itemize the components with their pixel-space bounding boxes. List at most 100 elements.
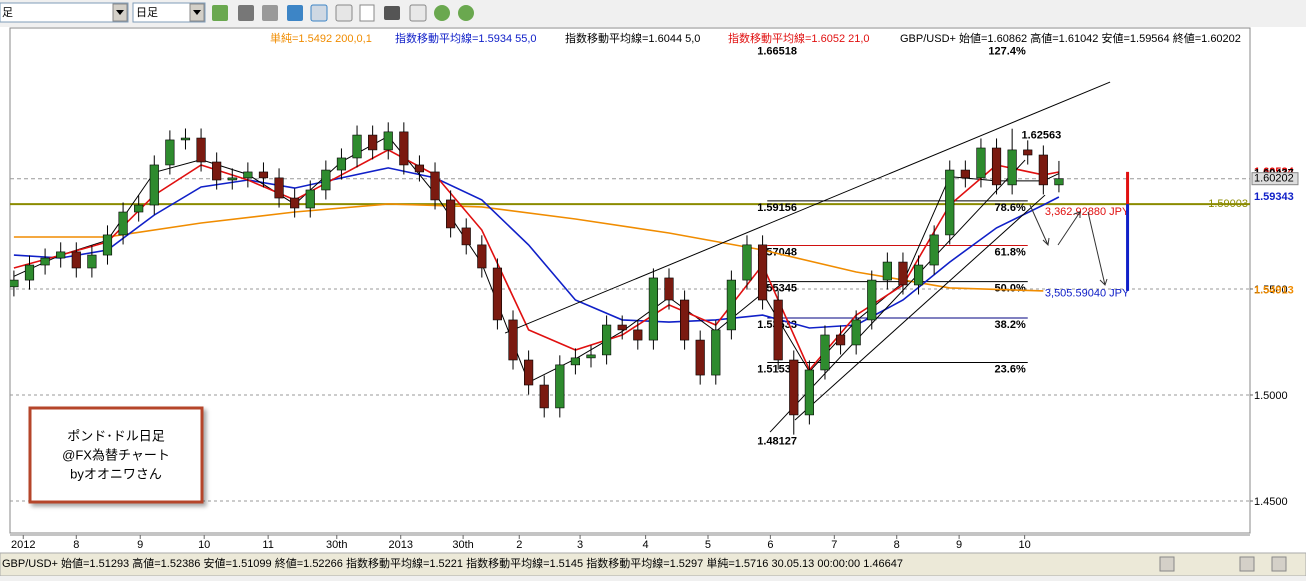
arrows bbox=[1029, 204, 1108, 286]
arrow bbox=[1029, 204, 1050, 247]
x-tick-label: 3 bbox=[577, 539, 583, 551]
overlay: 1.4500 1.5000 1.5500 2012 8 9 10 11 30th 2013 30th… bbox=[11, 31, 1299, 551]
candle-body bbox=[695, 339, 705, 376]
legend-text: 指数移動平均線=1.6044 5,0 bbox=[565, 31, 700, 45]
plot-area bbox=[9, 27, 1251, 534]
measure-label: 3,362.92880 JPY bbox=[1045, 206, 1130, 218]
symbol-select[interactable] bbox=[0, 2, 129, 23]
candle-body bbox=[960, 169, 970, 179]
candle-body bbox=[680, 299, 690, 341]
tool-icon[interactable] bbox=[335, 4, 353, 22]
ma-line bbox=[13, 148, 1060, 372]
price-label: 1.59003 bbox=[1208, 198, 1248, 210]
candle-body bbox=[56, 251, 66, 259]
timeframe-select[interactable] bbox=[132, 2, 206, 23]
tool-icon[interactable] bbox=[287, 5, 303, 21]
x-tick-label: 2012 bbox=[11, 539, 35, 551]
candle-body bbox=[243, 171, 253, 179]
status-text: GBP/USD+ 始値=1.51293 高値=1.52386 安値=1.5109… bbox=[2, 556, 903, 570]
candle-body bbox=[383, 131, 393, 151]
candle-body bbox=[726, 279, 736, 331]
candle-body bbox=[773, 299, 783, 361]
dropdown-arrow bbox=[116, 10, 124, 15]
candle-body bbox=[882, 261, 892, 281]
tool-icon[interactable] bbox=[458, 5, 474, 21]
candle-body bbox=[477, 244, 487, 269]
candle-body bbox=[835, 334, 846, 346]
candle-body bbox=[196, 137, 206, 163]
tool-icon[interactable] bbox=[262, 5, 278, 21]
note-box bbox=[28, 406, 204, 504]
x-tick-label: 7 bbox=[831, 539, 837, 551]
candle-body bbox=[352, 134, 362, 159]
fib-price-label: 1.66518 bbox=[757, 46, 797, 58]
status-icon[interactable] bbox=[1239, 556, 1255, 572]
legend-text: 指数移動平均線=1.5934 55,0 bbox=[395, 31, 537, 45]
candle-body bbox=[1038, 154, 1048, 186]
x-tick-label: 9 bbox=[956, 539, 962, 551]
candle-body bbox=[945, 169, 955, 236]
plot: 1.66518 127.4% 1.62563 1.59156 78.6% 1.57048 6… bbox=[10, 46, 1250, 502]
candle-body bbox=[508, 319, 518, 361]
fib-pct-label: 127.4% bbox=[988, 46, 1026, 58]
candle-body bbox=[336, 157, 347, 171]
candle-body bbox=[1054, 178, 1064, 186]
candle-body bbox=[149, 164, 159, 206]
x-tick-label: 2 bbox=[516, 539, 522, 551]
candle-body bbox=[180, 137, 191, 141]
y-tick-label: 1.5000 bbox=[1254, 390, 1288, 402]
candle-body bbox=[165, 139, 175, 166]
price-box bbox=[1251, 172, 1299, 186]
tool-icon[interactable] bbox=[434, 5, 450, 21]
legend-text: 単純=1.5492 200,0,1 bbox=[270, 31, 372, 45]
dropdown-arrow bbox=[193, 10, 201, 15]
candle-body bbox=[602, 324, 612, 356]
candle-body bbox=[570, 357, 580, 366]
candle-body bbox=[1023, 149, 1033, 156]
candle-body bbox=[305, 189, 315, 209]
note-line: @FX為替チャート bbox=[62, 447, 170, 462]
candle-body bbox=[929, 234, 939, 266]
candle-body bbox=[71, 251, 81, 269]
candle-body bbox=[867, 279, 877, 321]
note-line: ポンド･ドル日足 bbox=[67, 428, 165, 443]
candle-body bbox=[524, 359, 534, 386]
status-icon[interactable] bbox=[1271, 556, 1287, 572]
candle-body bbox=[492, 267, 503, 321]
x-tick-label: 8 bbox=[894, 539, 900, 551]
x-tick-label: 9 bbox=[137, 539, 143, 551]
candle-body bbox=[789, 359, 799, 416]
candle-body bbox=[539, 384, 549, 409]
candle-body bbox=[898, 261, 908, 286]
tool-icon[interactable] bbox=[238, 5, 254, 21]
tool-icon[interactable] bbox=[212, 5, 228, 21]
candle-body bbox=[586, 354, 596, 359]
candle-body bbox=[804, 369, 814, 416]
x-tick-label: 8 bbox=[73, 539, 79, 551]
candle-body bbox=[24, 264, 35, 281]
tool-icon[interactable] bbox=[359, 4, 375, 22]
price-label: 1.54913 bbox=[1254, 285, 1294, 297]
candle-body bbox=[742, 244, 752, 281]
tool-icon[interactable] bbox=[409, 4, 427, 22]
tool-icon[interactable] bbox=[384, 6, 400, 20]
candle-body bbox=[976, 147, 986, 179]
fib-price-label: 1.57048 bbox=[757, 246, 797, 258]
timeframe-text: 日足 bbox=[136, 7, 158, 19]
x-tick-label: 11 bbox=[262, 539, 273, 551]
candle-body bbox=[290, 197, 300, 209]
fib-pct-label: 78.6% bbox=[995, 202, 1026, 214]
price-label: 1.60202 bbox=[1254, 173, 1294, 185]
candle-body bbox=[664, 277, 674, 301]
candle-body bbox=[321, 169, 331, 191]
tool-icon[interactable] bbox=[310, 4, 328, 22]
trendline bbox=[504, 81, 1111, 334]
candle-body bbox=[274, 177, 284, 199]
candle-body bbox=[368, 134, 378, 151]
fib-price-label: 1.55345 bbox=[757, 283, 797, 295]
x-tick-label: 30th bbox=[452, 539, 473, 551]
status-icon[interactable] bbox=[1159, 556, 1175, 572]
candle-body bbox=[40, 257, 50, 266]
x-tick-label: 2013 bbox=[388, 539, 412, 551]
y-tick-label: 1.4500 bbox=[1254, 496, 1288, 508]
